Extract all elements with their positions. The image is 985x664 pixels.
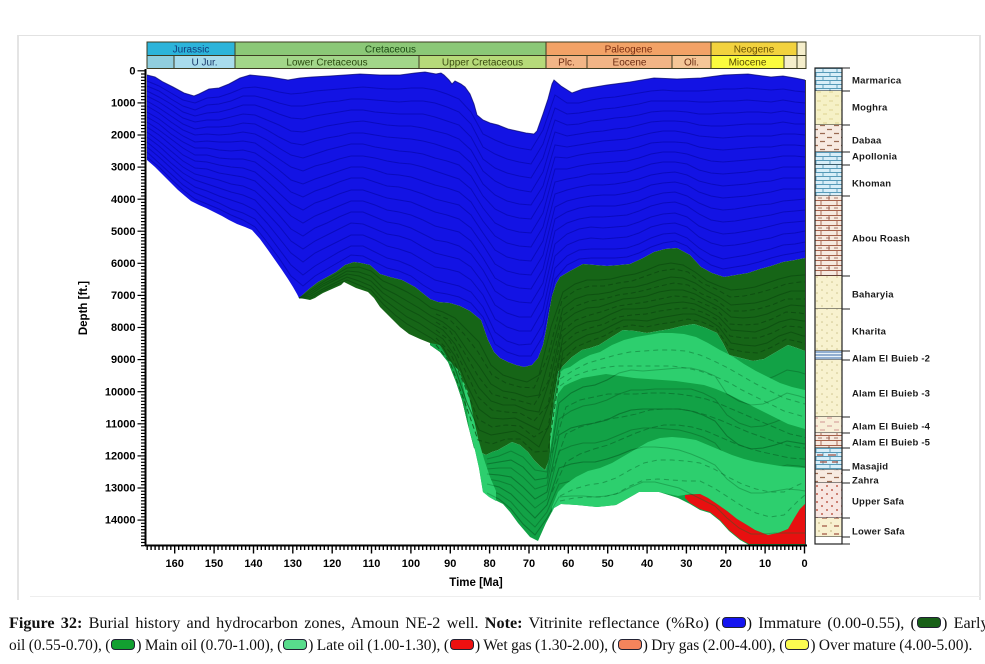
svg-text:5000: 5000: [111, 226, 135, 238]
svg-text:130: 130: [284, 558, 302, 570]
svg-text:Lower Cretaceous: Lower Cretaceous: [286, 58, 367, 69]
svg-text:0: 0: [129, 65, 135, 77]
svg-text:6000: 6000: [111, 258, 135, 270]
svg-text:Alam El Buieb -3: Alam El Buieb -3: [852, 389, 930, 400]
svg-text:Zahra: Zahra: [852, 476, 879, 487]
svg-text:2000: 2000: [111, 130, 135, 142]
svg-text:8000: 8000: [111, 322, 135, 334]
svg-text:70: 70: [523, 558, 535, 570]
svg-text:4000: 4000: [111, 194, 135, 206]
svg-text:90: 90: [444, 558, 456, 570]
svg-text:100: 100: [402, 558, 420, 570]
svg-text:Alam El Buieb -2: Alam El Buieb -2: [852, 354, 930, 365]
svg-text:160: 160: [166, 558, 184, 570]
svg-text:Baharyia: Baharyia: [852, 290, 894, 301]
svg-text:140: 140: [244, 558, 262, 570]
svg-text:Apollonia: Apollonia: [852, 152, 898, 163]
svg-text:Masajid: Masajid: [852, 462, 888, 473]
svg-text:Miocene: Miocene: [729, 58, 767, 69]
svg-text:Plc.: Plc.: [558, 58, 575, 69]
svg-text:Moghra: Moghra: [852, 103, 888, 114]
svg-text:Upper Cretaceous: Upper Cretaceous: [442, 58, 523, 69]
svg-text:120: 120: [323, 558, 341, 570]
svg-text:11000: 11000: [106, 418, 136, 430]
svg-text:Depth [ft.]: Depth [ft.]: [78, 281, 90, 335]
svg-text:30: 30: [680, 558, 692, 570]
svg-text:Paleogene: Paleogene: [605, 45, 653, 56]
svg-text:Upper Safa: Upper Safa: [852, 497, 905, 508]
svg-text:Jurassic: Jurassic: [173, 45, 210, 56]
svg-text:150: 150: [205, 558, 223, 570]
svg-text:Lower Safa: Lower Safa: [852, 527, 905, 538]
svg-text:13000: 13000: [105, 483, 136, 495]
svg-text:0: 0: [801, 558, 807, 570]
svg-text:50: 50: [602, 558, 614, 570]
svg-text:Khoman: Khoman: [852, 179, 891, 190]
svg-text:Marmarica: Marmarica: [852, 76, 902, 87]
svg-text:12000: 12000: [105, 451, 136, 463]
svg-text:10: 10: [759, 558, 771, 570]
svg-text:3000: 3000: [111, 162, 135, 174]
svg-text:14000: 14000: [105, 515, 136, 527]
svg-text:20: 20: [720, 558, 732, 570]
svg-text:10000: 10000: [105, 386, 136, 398]
svg-text:40: 40: [641, 558, 653, 570]
svg-text:60: 60: [562, 558, 574, 570]
svg-text:Dabaa: Dabaa: [852, 136, 882, 147]
svg-text:Abou Roash: Abou Roash: [852, 234, 910, 245]
svg-text:Alam El Buieb -5: Alam El Buieb -5: [852, 438, 931, 449]
svg-text:7000: 7000: [111, 290, 135, 302]
svg-text:9000: 9000: [111, 354, 135, 366]
svg-text:Time [Ma]: Time [Ma]: [449, 577, 503, 589]
svg-text:U Jur.: U Jur.: [191, 58, 217, 69]
svg-text:Neogene: Neogene: [734, 45, 775, 56]
svg-text:80: 80: [483, 558, 495, 570]
svg-text:Cretaceous: Cretaceous: [365, 45, 416, 56]
svg-text:Oli.: Oli.: [684, 58, 699, 69]
svg-text:Alam El Buieb -4: Alam El Buieb -4: [852, 422, 931, 433]
svg-text:Eocene: Eocene: [613, 58, 647, 69]
svg-text:1000: 1000: [111, 98, 135, 110]
svg-text:Kharita: Kharita: [852, 327, 887, 338]
svg-text:110: 110: [363, 558, 381, 570]
